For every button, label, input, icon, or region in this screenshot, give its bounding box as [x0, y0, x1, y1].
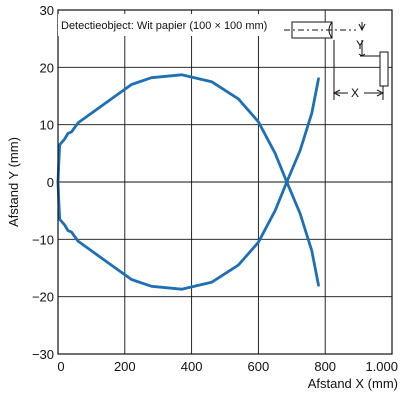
x-tick-label: 200	[114, 359, 136, 374]
x-tick-label: 0	[57, 359, 64, 374]
tick-labels: 0 200 400 600 800 1.000 30 20 10 0 −10 −20 −30	[32, 3, 398, 374]
y-axis-label: Afstand Y (mm)	[6, 137, 21, 227]
series-line	[56, 77, 320, 291]
x-dim-arrow-icon	[332, 89, 385, 97]
x-axis-label: Afstand X (mm)	[308, 376, 398, 391]
y-tick-label: −30	[32, 347, 54, 362]
plot-frame	[57, 9, 393, 355]
diagram-x-label: X	[351, 86, 359, 100]
y-tick-label: −10	[32, 232, 54, 247]
y-tick-label: 0	[47, 175, 54, 190]
x-tick-label: 800	[314, 359, 336, 374]
annotation-group: Detectieobject: Wit papier (100 × 100 mm…	[58, 14, 292, 36]
x-tick-label: 1.000	[365, 359, 398, 374]
x-tick-label: 400	[181, 359, 203, 374]
y-tick-label: 10	[40, 118, 54, 133]
annotation-text: Detectieobject: Wit papier (100 × 100 mm…	[61, 20, 267, 32]
annotation-box	[58, 14, 292, 36]
y-tick-label: 20	[40, 60, 54, 75]
sensor-diagram: Y X	[284, 21, 389, 100]
diagram-y-label: Y	[356, 38, 364, 52]
y-tick-label: 30	[40, 3, 54, 18]
x-tick-label: 600	[248, 359, 270, 374]
series-layer	[56, 73, 320, 291]
series-line	[56, 73, 320, 287]
y-tick-label: −20	[32, 290, 54, 305]
target-plate-icon	[379, 51, 389, 87]
grid	[57, 9, 393, 355]
